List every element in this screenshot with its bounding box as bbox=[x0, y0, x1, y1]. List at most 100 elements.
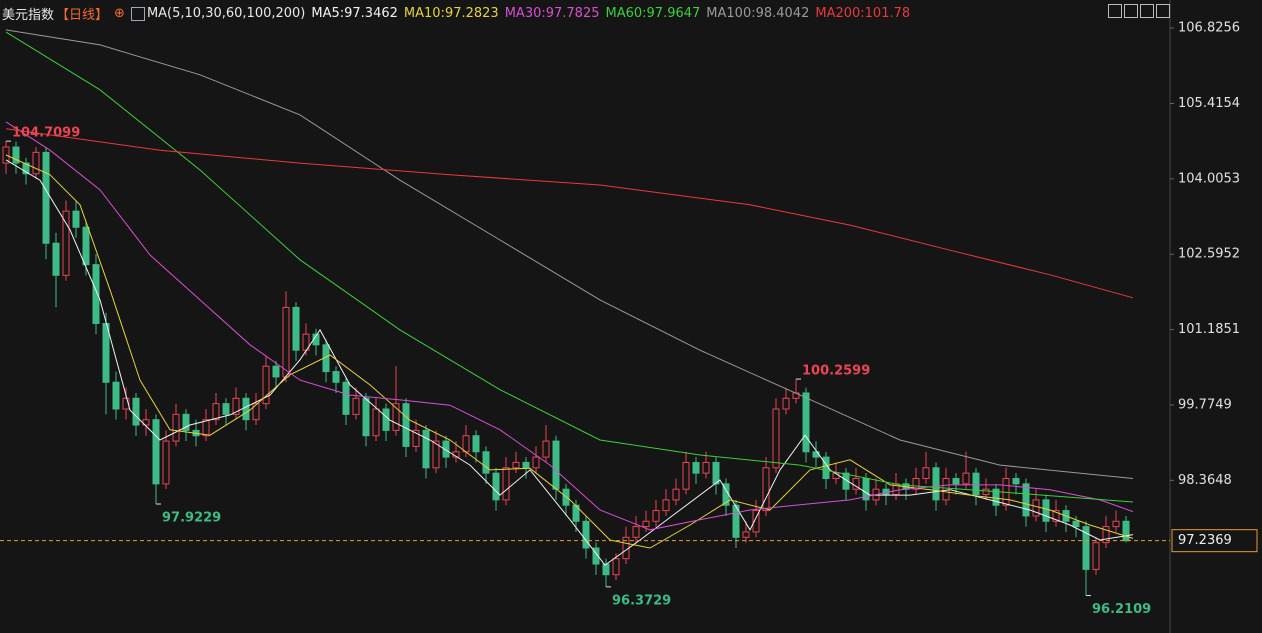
candle-body bbox=[202, 419, 210, 437]
y-tick-label: 99.7749 bbox=[1178, 397, 1232, 412]
candle-body bbox=[552, 440, 560, 490]
legend-entry: MA200:101.78 bbox=[815, 6, 911, 21]
candle-body bbox=[742, 531, 750, 538]
candle-body bbox=[1102, 526, 1110, 544]
ma-line bbox=[5, 154, 1134, 549]
candle-body bbox=[952, 477, 960, 485]
toolbar bbox=[1108, 4, 1170, 18]
candle-body bbox=[612, 558, 620, 576]
candle-body bbox=[602, 563, 610, 576]
candle-body bbox=[712, 461, 720, 485]
candle-body bbox=[1122, 520, 1130, 542]
candle-body bbox=[52, 242, 60, 276]
candle-body bbox=[642, 520, 650, 528]
candle-body bbox=[1012, 477, 1020, 485]
candle-body bbox=[1092, 542, 1100, 570]
y-tick-label: 98.3648 bbox=[1178, 473, 1232, 488]
candle-body bbox=[122, 397, 130, 410]
extreme-label: 96.3729 bbox=[612, 593, 671, 608]
candle-body bbox=[262, 365, 270, 405]
candle-body bbox=[922, 467, 930, 479]
indicator-icon[interactable] bbox=[130, 6, 145, 21]
candle-body bbox=[12, 146, 20, 164]
candle-body bbox=[432, 440, 440, 469]
candle-body bbox=[392, 403, 400, 431]
candle-body bbox=[782, 397, 790, 410]
ma-line bbox=[5, 31, 1134, 503]
tool-button[interactable] bbox=[1124, 4, 1138, 18]
candle-body bbox=[582, 520, 590, 549]
candle-body bbox=[272, 365, 280, 378]
candle-body bbox=[362, 397, 370, 437]
candle-body bbox=[592, 547, 600, 565]
candle-body bbox=[32, 151, 40, 175]
candle-body bbox=[42, 151, 50, 244]
candle-body bbox=[682, 461, 690, 490]
candle-body bbox=[22, 162, 30, 175]
candle-body bbox=[802, 392, 810, 453]
candle-body bbox=[182, 413, 190, 431]
ma-line bbox=[5, 159, 1134, 566]
legend-entry: MA5:97.3462 bbox=[311, 6, 398, 21]
add-icon[interactable]: ⊕ bbox=[114, 6, 125, 21]
candle-body bbox=[462, 435, 470, 453]
candle-body bbox=[172, 413, 180, 442]
candle-body bbox=[662, 499, 670, 512]
candle-body bbox=[962, 472, 970, 485]
candle-body bbox=[242, 397, 250, 421]
candle-body bbox=[352, 397, 360, 415]
candle-body bbox=[1042, 499, 1050, 522]
candle-body bbox=[772, 408, 780, 469]
candle-body bbox=[72, 210, 80, 228]
last-price-label: 97.2369 bbox=[1178, 533, 1232, 548]
tool-button[interactable] bbox=[1108, 4, 1122, 18]
candle-body bbox=[412, 429, 420, 447]
tool-button[interactable] bbox=[1156, 4, 1170, 18]
y-tick-label: 101.1851 bbox=[1178, 322, 1240, 337]
candle-body bbox=[162, 440, 170, 485]
candle-body bbox=[62, 210, 70, 276]
legend-entry: MA10:97.2823 bbox=[403, 6, 499, 21]
candle-body bbox=[542, 440, 550, 458]
candle-body bbox=[1082, 526, 1090, 570]
header: 美元指数 【日线】 ⊕ MA(5,10,30,60,100,200) MA5:9… bbox=[2, 4, 910, 23]
candle-body bbox=[112, 381, 120, 410]
candle-body bbox=[152, 419, 160, 485]
candle-body bbox=[702, 461, 710, 474]
candle-body bbox=[252, 403, 260, 421]
candle-body bbox=[512, 461, 520, 469]
ma-line bbox=[5, 29, 1134, 479]
candle-body bbox=[842, 472, 850, 490]
tool-button[interactable] bbox=[1140, 4, 1154, 18]
candle-body bbox=[282, 306, 290, 378]
legend-entry: MA30:97.7825 bbox=[504, 6, 600, 21]
candle-body bbox=[972, 472, 980, 496]
candle-body bbox=[532, 456, 540, 469]
ma-line bbox=[5, 128, 1134, 299]
candle-body bbox=[1072, 520, 1080, 528]
candle-body bbox=[992, 488, 1000, 506]
candle-body bbox=[732, 504, 740, 538]
candle-body bbox=[342, 381, 350, 415]
period[interactable]: 【日线】 bbox=[56, 8, 109, 23]
extreme-label: 96.2109 bbox=[1092, 602, 1151, 617]
legend-entry: MA100:98.4042 bbox=[706, 6, 810, 21]
candle-body bbox=[102, 322, 110, 383]
candle-body bbox=[982, 488, 990, 496]
legend-entry: MA60:97.9647 bbox=[605, 6, 701, 21]
last-price-tag bbox=[1171, 529, 1258, 553]
y-tick-label: 106.8256 bbox=[1178, 21, 1240, 36]
candle-body bbox=[92, 264, 100, 324]
candle-body bbox=[522, 461, 530, 469]
candle-body bbox=[212, 403, 220, 421]
ma-line bbox=[5, 121, 1134, 531]
candle-body bbox=[482, 451, 490, 474]
candle-body bbox=[232, 397, 240, 415]
candle-body bbox=[502, 467, 510, 501]
extreme-label: 104.7099 bbox=[12, 126, 80, 141]
candle-body bbox=[332, 371, 340, 383]
extreme-label: 97.9229 bbox=[162, 510, 221, 525]
candle-body bbox=[82, 226, 90, 266]
